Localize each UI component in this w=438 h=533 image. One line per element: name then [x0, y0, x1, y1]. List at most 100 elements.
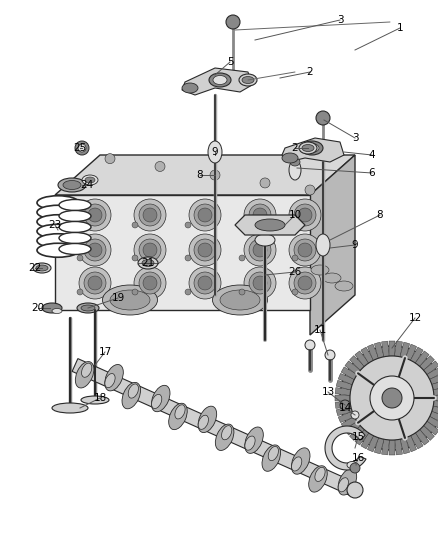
- Circle shape: [77, 222, 83, 228]
- Polygon shape: [424, 421, 438, 435]
- Circle shape: [155, 161, 165, 172]
- Text: 2: 2: [307, 67, 313, 77]
- Text: 20: 20: [32, 303, 45, 313]
- Text: 8: 8: [377, 210, 383, 220]
- Circle shape: [239, 289, 245, 295]
- Ellipse shape: [220, 290, 260, 310]
- Circle shape: [244, 234, 276, 266]
- Circle shape: [134, 234, 166, 266]
- Circle shape: [143, 208, 157, 222]
- Circle shape: [292, 289, 298, 295]
- Polygon shape: [432, 381, 438, 390]
- Polygon shape: [374, 438, 384, 454]
- Circle shape: [294, 204, 316, 226]
- Circle shape: [77, 289, 83, 295]
- Polygon shape: [55, 155, 355, 195]
- Text: 21: 21: [141, 258, 155, 268]
- Ellipse shape: [81, 363, 92, 377]
- Circle shape: [84, 272, 106, 294]
- Circle shape: [298, 208, 312, 222]
- Polygon shape: [335, 395, 350, 401]
- Polygon shape: [325, 426, 366, 470]
- Circle shape: [289, 267, 321, 299]
- Text: 10: 10: [289, 210, 301, 220]
- Polygon shape: [433, 387, 438, 395]
- Circle shape: [294, 272, 316, 294]
- Polygon shape: [367, 344, 379, 360]
- Ellipse shape: [212, 285, 268, 315]
- Ellipse shape: [208, 141, 222, 163]
- Ellipse shape: [59, 199, 91, 211]
- Ellipse shape: [335, 281, 353, 291]
- Ellipse shape: [152, 394, 162, 409]
- Ellipse shape: [215, 424, 234, 450]
- Polygon shape: [395, 341, 403, 357]
- Ellipse shape: [245, 436, 255, 450]
- Ellipse shape: [198, 406, 217, 433]
- Ellipse shape: [262, 445, 281, 471]
- Ellipse shape: [110, 290, 150, 310]
- Ellipse shape: [138, 257, 158, 269]
- Circle shape: [210, 170, 220, 180]
- Ellipse shape: [291, 448, 310, 474]
- Ellipse shape: [37, 224, 79, 238]
- Text: 23: 23: [48, 220, 62, 230]
- Circle shape: [198, 276, 212, 290]
- Ellipse shape: [59, 222, 91, 232]
- Ellipse shape: [222, 426, 232, 440]
- Circle shape: [132, 289, 138, 295]
- Circle shape: [143, 243, 157, 257]
- Circle shape: [132, 255, 138, 261]
- Text: 25: 25: [74, 143, 87, 153]
- Ellipse shape: [213, 76, 227, 85]
- Circle shape: [185, 222, 191, 228]
- Ellipse shape: [305, 340, 315, 350]
- Text: 5: 5: [227, 57, 233, 67]
- Text: 26: 26: [288, 267, 302, 277]
- Circle shape: [249, 272, 271, 294]
- Ellipse shape: [85, 177, 95, 183]
- Ellipse shape: [290, 158, 300, 166]
- Polygon shape: [235, 215, 305, 235]
- Polygon shape: [355, 430, 369, 445]
- Circle shape: [189, 267, 221, 299]
- Circle shape: [88, 208, 102, 222]
- Circle shape: [198, 208, 212, 222]
- Ellipse shape: [105, 374, 115, 387]
- Text: 1: 1: [397, 23, 403, 33]
- Text: 4: 4: [369, 150, 375, 160]
- Ellipse shape: [299, 142, 317, 154]
- Polygon shape: [341, 367, 357, 379]
- Circle shape: [194, 204, 216, 226]
- Polygon shape: [427, 416, 438, 429]
- Polygon shape: [350, 425, 364, 440]
- Ellipse shape: [59, 244, 91, 254]
- Polygon shape: [400, 342, 410, 358]
- Ellipse shape: [338, 469, 357, 495]
- Polygon shape: [72, 359, 358, 496]
- Text: 14: 14: [339, 403, 352, 413]
- Ellipse shape: [292, 457, 302, 471]
- Circle shape: [350, 356, 434, 440]
- Polygon shape: [282, 138, 344, 162]
- Polygon shape: [338, 374, 354, 385]
- Circle shape: [253, 243, 267, 257]
- Ellipse shape: [52, 403, 88, 413]
- Circle shape: [370, 376, 414, 420]
- Text: 16: 16: [351, 453, 364, 463]
- Polygon shape: [424, 361, 438, 375]
- Ellipse shape: [52, 309, 62, 313]
- Polygon shape: [310, 155, 355, 335]
- Text: 17: 17: [99, 347, 112, 357]
- Circle shape: [289, 234, 321, 266]
- Polygon shape: [336, 381, 352, 390]
- Circle shape: [316, 111, 330, 125]
- Polygon shape: [341, 416, 357, 429]
- Ellipse shape: [169, 403, 187, 430]
- Ellipse shape: [311, 265, 329, 275]
- Text: 3: 3: [352, 133, 358, 143]
- Ellipse shape: [59, 211, 91, 222]
- Circle shape: [253, 208, 267, 222]
- Ellipse shape: [175, 405, 185, 419]
- Circle shape: [84, 204, 106, 226]
